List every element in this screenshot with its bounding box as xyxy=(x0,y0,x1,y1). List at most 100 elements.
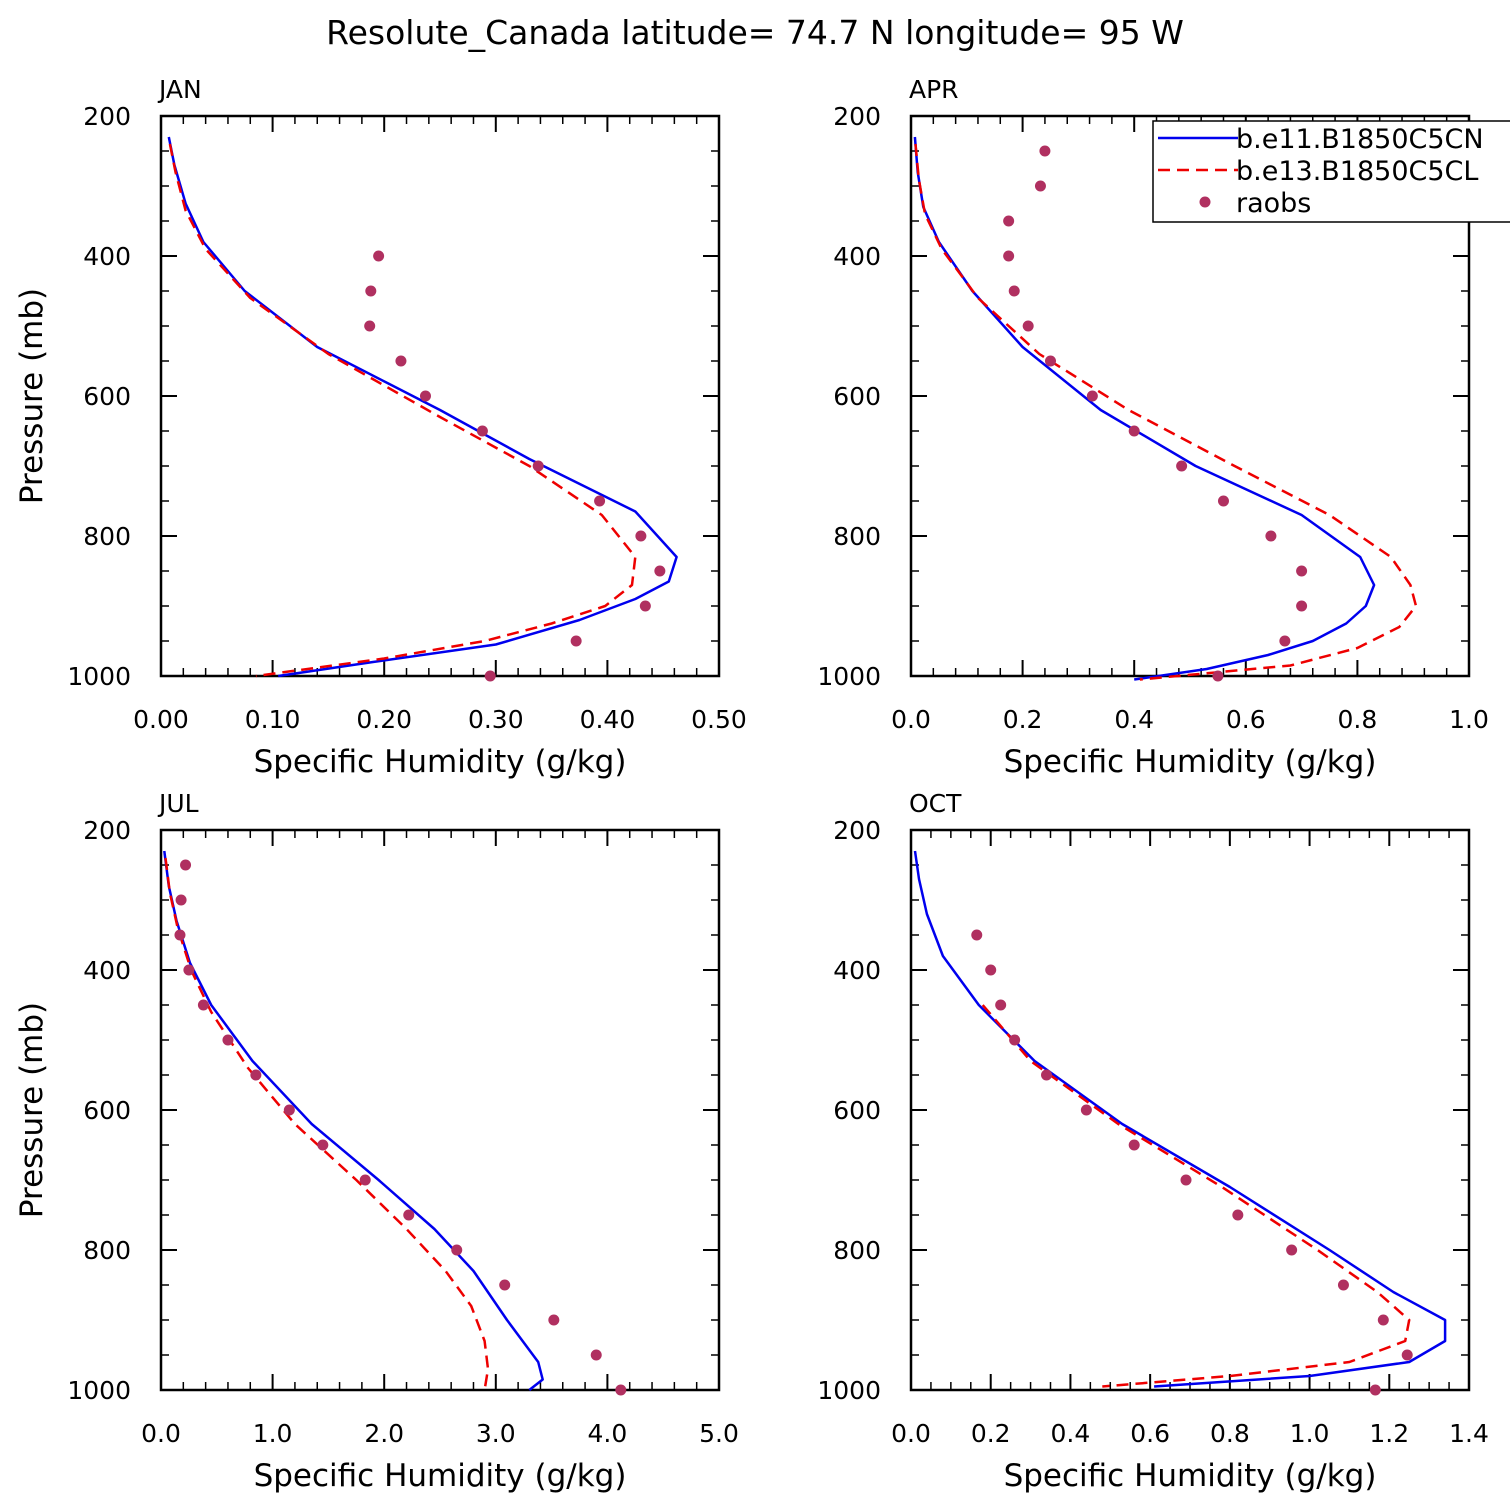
plot-frame xyxy=(159,114,721,678)
raobs-point xyxy=(594,495,606,507)
x-tick-label: 1.4 xyxy=(1449,1419,1489,1448)
raobs-point xyxy=(250,1069,262,1081)
raobs-point xyxy=(419,390,431,402)
raobs-point xyxy=(373,250,385,262)
panel-label: JUL xyxy=(157,789,199,818)
series-line-b-e13-b1850c5cl xyxy=(168,143,637,678)
panel-label: JAN xyxy=(157,75,202,104)
raobs-point xyxy=(1232,1209,1244,1221)
x-tick-label: 1.0 xyxy=(253,1419,293,1448)
raobs-point xyxy=(1286,1244,1298,1256)
x-axis-label: Specific Humidity (g/kg) xyxy=(1004,1458,1377,1494)
x-tick-label: 0.00 xyxy=(133,705,189,734)
raobs-point xyxy=(1369,1384,1381,1396)
x-tick-label: 2.0 xyxy=(364,1419,404,1448)
y-axis-label: Pressure (mb) xyxy=(14,288,50,504)
x-tick-label: 0.0 xyxy=(141,1419,181,1448)
panel-label: APR xyxy=(909,75,959,104)
raobs-point xyxy=(1034,180,1046,192)
raobs-point xyxy=(1377,1314,1389,1326)
raobs-point xyxy=(403,1209,415,1221)
raobs-point xyxy=(222,1034,234,1046)
raobs-point xyxy=(1176,460,1188,472)
x-tick-label: 1.0 xyxy=(1290,1419,1330,1448)
raobs-point xyxy=(365,285,377,297)
series-line-b-e11-b1850c5cn xyxy=(913,136,1376,681)
x-tick-label: 0.0 xyxy=(891,705,931,734)
raobs-point xyxy=(1279,635,1291,647)
raobs-point xyxy=(1128,1139,1140,1151)
raobs-point xyxy=(971,929,983,941)
raobs-point xyxy=(590,1349,602,1361)
raobs-point xyxy=(1008,285,1020,297)
raobs-point xyxy=(197,999,209,1011)
y-tick-label: 1000 xyxy=(817,1376,881,1405)
plot-frame xyxy=(159,828,721,1392)
series-line-b-e11-b1850c5cn xyxy=(913,850,1447,1388)
raobs-point xyxy=(1296,600,1308,612)
x-tick-label: 0.8 xyxy=(1338,705,1378,734)
series-line-b-e11-b1850c5cn xyxy=(163,850,544,1391)
panel-apr: 0.0 0.2 0.4 0.6 0.8 1.0 200 400 600 800 1000 APR Spe… xyxy=(817,75,1510,780)
raobs-point xyxy=(985,964,997,976)
raobs-point xyxy=(635,530,647,542)
raobs-point xyxy=(180,859,192,871)
y-tick-label: 400 xyxy=(83,956,131,985)
x-axis-label: Specific Humidity (g/kg) xyxy=(254,1458,627,1494)
y-tick-label: 600 xyxy=(833,1096,881,1125)
x-tick-label: 0.6 xyxy=(1130,1419,1170,1448)
figure-title: Resolute_Canada latitude= 74.7 N longitu… xyxy=(326,13,1184,52)
raobs-point xyxy=(183,964,195,976)
raobs-point xyxy=(1080,1104,1092,1116)
raobs-point xyxy=(1296,565,1308,577)
y-tick-label: 1000 xyxy=(817,662,881,691)
legend-label: b.e13.B1850C5CL xyxy=(1236,156,1478,187)
x-tick-label: 0.50 xyxy=(691,705,747,734)
x-tick-label: 1.2 xyxy=(1369,1419,1409,1448)
x-tick-label: 0.20 xyxy=(356,705,412,734)
raobs-point xyxy=(1217,495,1229,507)
y-tick-label: 1000 xyxy=(67,1376,131,1405)
raobs-point xyxy=(1039,145,1051,157)
raobs-point xyxy=(484,670,496,682)
raobs-point xyxy=(451,1244,463,1256)
raobs-point xyxy=(548,1314,560,1326)
raobs-point xyxy=(395,355,407,367)
raobs-point xyxy=(1401,1349,1413,1361)
panel-jul: 0.0 1.0 2.0 3.0 4.0 5.0 200 400 600 800 1000 JUL Spe… xyxy=(14,789,739,1494)
panel-jan: 0.00 0.10 0.20 0.30 0.40 0.50 200 400 600 800 1000… xyxy=(14,75,747,780)
raobs-point xyxy=(1022,320,1034,332)
plot-frame xyxy=(909,828,1471,1392)
raobs-point xyxy=(1041,1069,1053,1081)
raobs-point xyxy=(283,1104,295,1116)
x-tick-label: 0.4 xyxy=(1114,705,1154,734)
raobs-point xyxy=(1337,1279,1349,1291)
x-tick-label: 4.0 xyxy=(588,1419,628,1448)
x-tick-label: 0.40 xyxy=(580,705,636,734)
series-line-b-e13-b1850c5cl xyxy=(981,1004,1411,1388)
x-tick-label: 3.0 xyxy=(476,1419,516,1448)
legend-label: raobs xyxy=(1236,188,1311,219)
x-tick-label: 0.2 xyxy=(971,1419,1011,1448)
y-tick-label: 200 xyxy=(83,816,131,845)
y-tick-label: 400 xyxy=(833,956,881,985)
x-tick-label: 1.0 xyxy=(1449,705,1489,734)
y-tick-label: 400 xyxy=(833,242,881,271)
raobs-point xyxy=(476,425,488,437)
raobs-point xyxy=(570,635,582,647)
series-line-b-e13-b1850c5cl xyxy=(164,857,490,1391)
y-tick-label: 600 xyxy=(83,1096,131,1125)
y-tick-label: 600 xyxy=(83,382,131,411)
raobs-point xyxy=(654,565,666,577)
raobs-point xyxy=(532,460,544,472)
x-tick-label: 0.10 xyxy=(245,705,301,734)
y-tick-label: 400 xyxy=(83,242,131,271)
x-axis-label: Specific Humidity (g/kg) xyxy=(1004,744,1377,780)
legend-label: b.e11.B1850C5CN xyxy=(1236,124,1484,155)
x-tick-label: 0.0 xyxy=(891,1419,931,1448)
y-tick-label: 200 xyxy=(833,816,881,845)
raobs-point xyxy=(1212,670,1224,682)
panel-oct: 0.0 0.2 0.4 0.6 0.8 1.0 1.2 1.4 200 400 600 800 1000… xyxy=(817,789,1489,1494)
